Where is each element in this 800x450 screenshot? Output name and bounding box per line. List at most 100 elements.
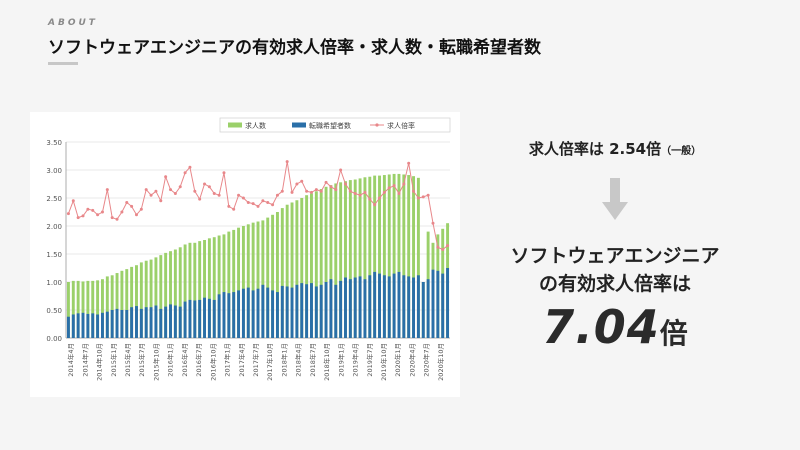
bar-jobs	[344, 181, 347, 338]
bar-jobs	[246, 224, 250, 338]
ratio-point	[134, 213, 138, 217]
bar-jobs	[266, 217, 270, 338]
bar-jobs	[397, 173, 401, 338]
rate-label: 求人倍率は	[528, 140, 604, 158]
x-tick-label: 2020年4月	[407, 343, 416, 377]
x-tick-label: 2018年1月	[279, 343, 288, 377]
bar-seekers	[212, 299, 216, 338]
ratio-point	[154, 189, 158, 193]
bar-seekers	[227, 293, 231, 338]
bar-jobs	[319, 189, 323, 338]
ratio-point	[86, 207, 90, 211]
bar-seekers	[271, 290, 275, 338]
bar-seekers	[183, 301, 187, 338]
ratio-point	[363, 190, 367, 194]
section-eyebrow: ABOUT	[48, 18, 98, 28]
bar-jobs	[110, 275, 114, 338]
general-rate-line: 求人倍率は 2.54倍（一般）	[480, 138, 750, 159]
bar-seekers	[290, 287, 294, 338]
bar-seekers	[91, 313, 95, 338]
legend-label: 求人数	[245, 121, 266, 130]
ratio-point	[193, 189, 197, 193]
bar-jobs	[256, 221, 260, 338]
bar-seekers	[368, 275, 372, 338]
ratio-point	[343, 182, 347, 186]
bar-seekers	[76, 313, 80, 338]
bar-jobs	[241, 226, 245, 338]
bar-seekers	[348, 279, 352, 338]
bar-seekers	[295, 284, 299, 338]
x-tick-label: 2017年10月	[265, 343, 274, 381]
legend-label: 求人倍率	[387, 121, 415, 130]
bar-jobs	[368, 176, 372, 338]
bar-seekers	[310, 283, 313, 338]
bar-seekers	[280, 285, 284, 338]
bar-seekers	[237, 290, 241, 338]
bar-seekers	[397, 271, 401, 338]
bar-jobs	[305, 195, 309, 338]
bar-seekers	[387, 276, 391, 338]
ratio-point	[334, 188, 338, 192]
engineer-rate-value: 7.04倍	[480, 300, 750, 354]
bar-jobs	[217, 235, 221, 338]
x-tick-label: 2015年4月	[123, 343, 132, 377]
ratio-point	[198, 197, 202, 201]
big-unit: 倍	[659, 317, 688, 350]
bar-seekers	[363, 279, 367, 338]
bar-jobs	[232, 229, 236, 338]
ratio-point	[164, 175, 168, 179]
bar-jobs	[329, 185, 333, 338]
ratio-point	[416, 196, 420, 200]
bar-jobs	[237, 227, 241, 338]
x-tick-label: 2017年7月	[251, 343, 260, 377]
bar-jobs	[164, 252, 168, 338]
x-tick-label: 2018年4月	[294, 343, 303, 377]
title-underline	[48, 62, 78, 65]
x-tick-label: 2020年10月	[436, 343, 445, 381]
bar-jobs	[71, 280, 75, 338]
ratio-point	[149, 193, 153, 197]
x-tick-label: 2014年4月	[66, 343, 75, 377]
bar-jobs	[96, 280, 100, 338]
bar-seekers	[115, 308, 119, 338]
bar-jobs	[227, 231, 231, 338]
y-tick-label: 3.50	[46, 139, 62, 147]
bar-seekers	[285, 286, 289, 338]
x-tick-label: 2019年7月	[365, 343, 374, 377]
x-tick-label: 2015年7月	[137, 343, 146, 377]
rate-note: （一般）	[661, 146, 702, 157]
ratio-point	[203, 182, 207, 186]
bar-seekers	[164, 306, 168, 338]
bar-jobs	[169, 251, 172, 338]
bar-jobs	[392, 173, 396, 338]
bar-jobs	[86, 280, 90, 338]
ratio-point	[329, 185, 333, 189]
bar-jobs	[193, 242, 197, 338]
bar-jobs	[290, 202, 294, 338]
bar-seekers	[392, 273, 396, 338]
bar-seekers	[149, 307, 153, 338]
down-arrow-icon	[480, 178, 750, 224]
ratio-point	[251, 202, 255, 206]
ratio-point	[392, 184, 396, 188]
ratio-point	[188, 165, 192, 169]
bar-seekers	[441, 273, 445, 338]
bar-seekers	[188, 299, 192, 338]
ratio-point	[421, 195, 425, 199]
ratio-point	[290, 190, 294, 194]
bar-jobs	[271, 214, 275, 338]
bar-jobs	[105, 276, 109, 338]
bar-jobs	[285, 204, 289, 338]
bar-seekers	[339, 280, 343, 338]
bar-seekers	[154, 305, 158, 338]
bar-seekers	[130, 307, 134, 338]
ratio-point	[178, 185, 182, 189]
bar-seekers	[71, 314, 75, 338]
legend-label: 転職希望者数	[309, 121, 351, 130]
ratio-point	[397, 192, 401, 196]
bar-jobs	[412, 176, 416, 338]
bar-jobs	[363, 177, 367, 338]
bar-seekers	[334, 284, 338, 338]
ratio-point	[256, 204, 260, 208]
bar-jobs	[66, 282, 70, 338]
